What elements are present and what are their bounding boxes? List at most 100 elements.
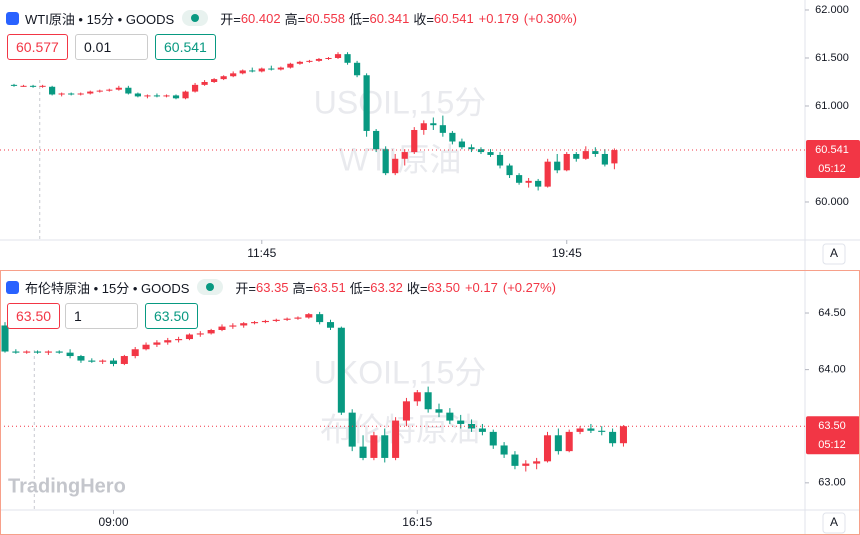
x-tick-label: 16:15	[402, 515, 432, 529]
candle-body	[359, 446, 367, 458]
candle	[424, 386, 432, 413]
candle-body	[296, 61, 303, 64]
quantity[interactable]: 0.01	[75, 34, 148, 60]
scale-button-label: A	[830, 515, 838, 529]
candle-body	[39, 85, 46, 87]
candle-body	[430, 123, 437, 126]
candle	[353, 60, 361, 78]
candle	[401, 149, 408, 166]
candle	[533, 457, 541, 470]
candle	[23, 350, 31, 354]
change-pct: (+0.27%)	[502, 279, 556, 295]
candle-body	[500, 445, 508, 455]
candle	[506, 163, 513, 178]
quantity[interactable]: 1	[65, 303, 138, 329]
candle	[125, 85, 132, 95]
candle	[153, 340, 161, 347]
candle	[325, 57, 332, 60]
sell-price[interactable]: 63.50	[7, 303, 61, 329]
candle	[348, 409, 356, 452]
candle	[10, 83, 18, 87]
candle	[535, 178, 542, 191]
candle	[430, 117, 437, 130]
candle-body	[315, 58, 323, 61]
candle	[240, 322, 248, 328]
candle	[359, 435, 367, 461]
candle-body	[239, 70, 246, 74]
visibility-toggle[interactable]	[197, 279, 224, 295]
scale-button-label: A	[830, 246, 838, 260]
y-tick-label: 61.500	[815, 52, 849, 64]
ohlc-value: 63.50	[427, 279, 460, 295]
branding: TradingHero	[8, 475, 126, 497]
candle-body	[68, 93, 75, 95]
candle	[446, 408, 454, 424]
candle	[66, 349, 74, 359]
candle	[88, 358, 96, 363]
candle-body	[34, 351, 42, 353]
candle-body	[185, 334, 193, 340]
price-tag-countdown: 05:12	[818, 439, 846, 451]
change: +0.179	[478, 10, 519, 26]
candle	[272, 318, 280, 323]
candle-body	[370, 435, 378, 458]
candle	[477, 147, 485, 154]
ohlc-value: 60.541	[433, 10, 474, 26]
buy-price[interactable]: 63.50	[145, 303, 199, 329]
candle	[392, 417, 400, 461]
candle-body	[326, 322, 335, 328]
candle	[306, 59, 313, 63]
buy-price[interactable]: 60.541	[155, 34, 216, 60]
candle-body	[182, 91, 189, 99]
candle-body	[144, 95, 151, 97]
candle-body	[420, 123, 427, 130]
sell-price[interactable]: 60.577	[7, 34, 68, 60]
candle-body	[449, 132, 456, 142]
candle-body	[363, 75, 370, 131]
ohlc-label: 收=	[406, 280, 428, 296]
candle-body	[353, 62, 361, 76]
scale-button[interactable]: A	[822, 512, 846, 534]
candle-body	[468, 147, 475, 150]
candle	[611, 148, 618, 170]
candle	[496, 152, 504, 169]
candle-body	[506, 165, 513, 176]
candle	[211, 78, 218, 83]
candle	[344, 52, 351, 65]
candle	[305, 313, 313, 319]
candle-body	[261, 320, 269, 323]
candle	[20, 84, 27, 87]
candle	[230, 71, 237, 78]
candle	[582, 146, 589, 160]
candle-body	[66, 352, 74, 357]
candle	[435, 403, 443, 418]
scale-button[interactable]: A	[822, 243, 846, 265]
candle-body	[392, 158, 399, 174]
candle	[316, 311, 324, 325]
candle	[363, 73, 370, 137]
candle-body	[175, 339, 183, 341]
ohlc-value: 60.402	[240, 10, 281, 26]
candle	[563, 152, 570, 172]
candle	[598, 426, 606, 436]
visibility-toggle[interactable]	[182, 10, 209, 26]
ohlc-label: 高=	[284, 11, 306, 27]
candle-body	[401, 152, 408, 159]
candle-body	[305, 314, 313, 318]
candle-body	[125, 87, 132, 94]
candle-body	[344, 54, 351, 63]
symbol: 布伦特原油 • 15分 • GOODS	[25, 280, 190, 296]
candle	[326, 319, 335, 330]
watermark: 布伦特原油	[320, 411, 480, 447]
candle-body	[478, 428, 486, 432]
candle	[337, 326, 345, 415]
candle	[58, 92, 65, 97]
candle-body	[587, 428, 595, 431]
y-tick-label: 62.000	[815, 4, 849, 16]
price-tag-countdown: 05:12	[818, 163, 846, 175]
candle-body	[316, 314, 324, 323]
candle	[277, 66, 284, 71]
candle	[34, 350, 42, 354]
ohlc-value: 63.51	[313, 279, 346, 295]
